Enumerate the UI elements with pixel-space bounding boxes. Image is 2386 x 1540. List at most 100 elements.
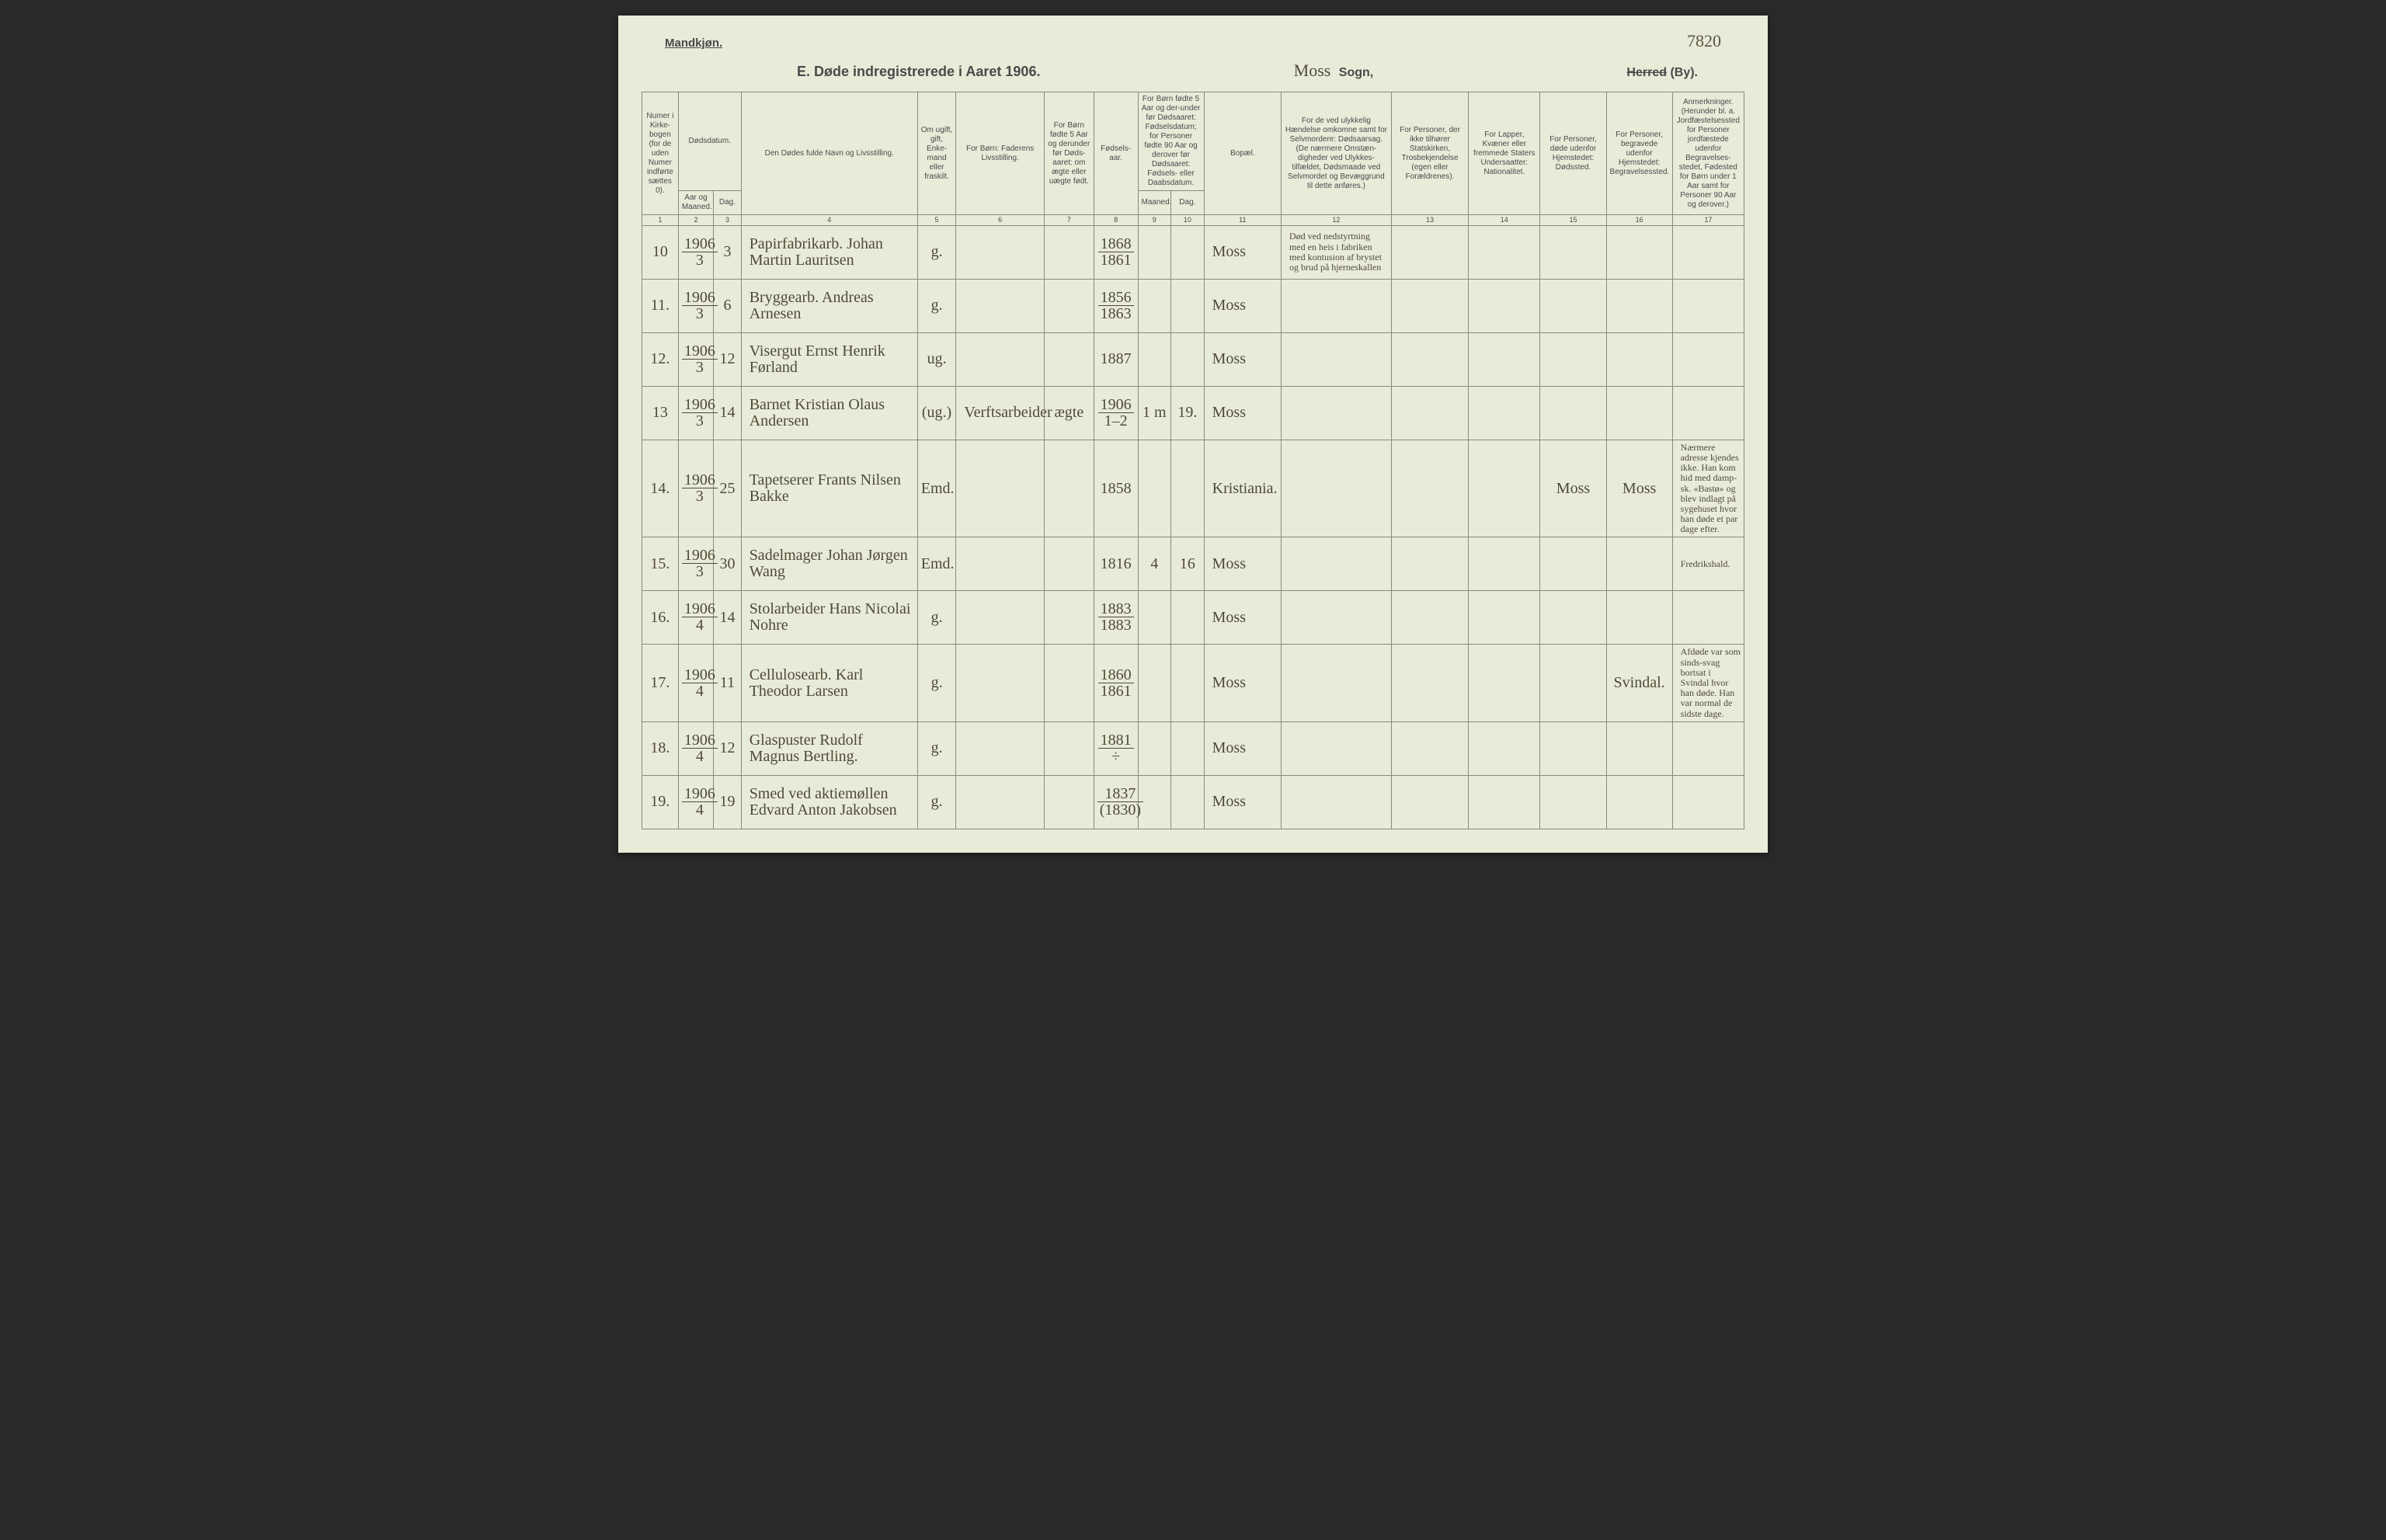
- legitimacy: [1044, 645, 1094, 721]
- death-year-month: 19063: [678, 537, 713, 591]
- table-head: Numer i Kirke-bogen (for de uden Numer i…: [642, 92, 1744, 226]
- header-row: Mandkjøn. 7820: [642, 31, 1744, 56]
- col-5-header: Om ugift, gift, Enke-mand eller fraskilt…: [917, 92, 956, 215]
- residence: Moss: [1204, 225, 1281, 279]
- burial-place: [1606, 537, 1672, 591]
- nationality: [1469, 332, 1540, 386]
- remarks: [1672, 332, 1744, 386]
- register-table: Numer i Kirke-bogen (for de uden Numer i…: [642, 92, 1744, 829]
- place-of-death: [1540, 279, 1606, 332]
- death-year-month: 19064: [678, 775, 713, 829]
- death-day: 14: [714, 386, 741, 440]
- marital-status: g.: [917, 225, 956, 279]
- marital-status: Emd.: [917, 537, 956, 591]
- table-row: 10190633Papirfabrikarb. Johan Martin Lau…: [642, 225, 1744, 279]
- faith: [1391, 279, 1468, 332]
- cause-of-death: [1281, 591, 1391, 645]
- parish-block: Moss Sogn,: [1294, 61, 1374, 81]
- parish-name-handwritten: Moss: [1294, 61, 1331, 80]
- faith: [1391, 645, 1468, 721]
- entry-number: 13: [642, 386, 679, 440]
- death-day: 30: [714, 537, 741, 591]
- birth-month: 4: [1138, 537, 1171, 591]
- col-8-header: Fødsels-aar.: [1094, 92, 1138, 215]
- entry-number: 10: [642, 225, 679, 279]
- residence: Moss: [1204, 332, 1281, 386]
- faith: [1391, 775, 1468, 829]
- column-number: 11: [1204, 215, 1281, 226]
- legitimacy: [1044, 225, 1094, 279]
- table-row: 11.190636Bryggearb. Andreas Arneseng.185…: [642, 279, 1744, 332]
- residence: Moss: [1204, 537, 1281, 591]
- faith: [1391, 332, 1468, 386]
- remarks: Afdøde var som sinds-svag bortsat i Svin…: [1672, 645, 1744, 721]
- father-occupation: [956, 721, 1045, 775]
- entry-number: 12.: [642, 332, 679, 386]
- birth-year: 18601861: [1094, 645, 1138, 721]
- birth-month: [1138, 279, 1171, 332]
- table-row: 16.1906414Stolarbeider Hans Nicolai Nohr…: [642, 591, 1744, 645]
- birth-day: [1171, 721, 1205, 775]
- death-day: 19: [714, 775, 741, 829]
- legitimacy: [1044, 591, 1094, 645]
- father-occupation: [956, 440, 1045, 537]
- table-row: 131906314Barnet Kristian Olaus Andersen(…: [642, 386, 1744, 440]
- parish-label: Sogn,: [1339, 66, 1373, 79]
- death-day: 11: [714, 645, 741, 721]
- col-13-header: For Personer, der ikke tilhører Statskir…: [1391, 92, 1468, 215]
- marital-status: (ug.): [917, 386, 956, 440]
- remarks: [1672, 279, 1744, 332]
- marital-status: g.: [917, 721, 956, 775]
- name-occupation: Cellulosearb. Karl Theodor Larsen: [741, 645, 917, 721]
- nationality: [1469, 645, 1540, 721]
- name-occupation: Barnet Kristian Olaus Andersen: [741, 386, 917, 440]
- col-2-header: Aar og Maaned.: [678, 191, 713, 215]
- burial-place: Svindal.: [1606, 645, 1672, 721]
- entry-number: 16.: [642, 591, 679, 645]
- birth-day: 19.: [1171, 386, 1205, 440]
- cause-of-death: [1281, 440, 1391, 537]
- entry-number: 15.: [642, 537, 679, 591]
- death-day: 6: [714, 279, 741, 332]
- col-6-header: For Børn: Faderens Livsstilling.: [956, 92, 1045, 215]
- remarks: [1672, 591, 1744, 645]
- birth-month: [1138, 591, 1171, 645]
- remarks: Fredrikshald.: [1672, 537, 1744, 591]
- column-number: 12: [1281, 215, 1391, 226]
- cause-of-death: [1281, 537, 1391, 591]
- column-number-row: 1234567891011121314151617: [642, 215, 1744, 226]
- faith: [1391, 537, 1468, 591]
- birth-year: 1858: [1094, 440, 1138, 537]
- col-1-header: Numer i Kirke-bogen (for de uden Numer i…: [642, 92, 679, 215]
- cause-of-death: Død ved nedstyrtning med en heis i fabri…: [1281, 225, 1391, 279]
- column-number: 3: [714, 215, 741, 226]
- name-occupation: Smed ved aktiemøllen Edvard Anton Jakobs…: [741, 775, 917, 829]
- table-row: 18.1906412Glaspuster Rudolf Magnus Bertl…: [642, 721, 1744, 775]
- birth-year: 19061–2: [1094, 386, 1138, 440]
- death-day: 3: [714, 225, 741, 279]
- death-year-month: 19064: [678, 721, 713, 775]
- col-17-header: Anmerkninger. (Herunder bl. a. Jordfæste…: [1672, 92, 1744, 215]
- column-number: 4: [741, 215, 917, 226]
- death-year-month: 19064: [678, 591, 713, 645]
- herred-strike: Herred: [1626, 66, 1667, 79]
- title-row: E. Døde indregistrerede i Aaret 1906. Mo…: [797, 61, 1698, 81]
- residence: Moss: [1204, 775, 1281, 829]
- table-row: 14.1906325Tapetserer Frants Nilsen Bakke…: [642, 440, 1744, 537]
- death-day: 12: [714, 721, 741, 775]
- birth-year: 1816: [1094, 537, 1138, 591]
- place-of-death: Moss: [1540, 440, 1606, 537]
- place-of-death: [1540, 332, 1606, 386]
- burial-place: [1606, 386, 1672, 440]
- cause-of-death: [1281, 721, 1391, 775]
- entry-number: 19.: [642, 775, 679, 829]
- nationality: [1469, 440, 1540, 537]
- father-occupation: [956, 645, 1045, 721]
- name-occupation: Bryggearb. Andreas Arnesen: [741, 279, 917, 332]
- birth-year: 18561863: [1094, 279, 1138, 332]
- birth-day: [1171, 645, 1205, 721]
- nationality: [1469, 537, 1540, 591]
- place-of-death: [1540, 225, 1606, 279]
- name-occupation: Papirfabrikarb. Johan Martin Lauritsen: [741, 225, 917, 279]
- place-of-death: [1540, 537, 1606, 591]
